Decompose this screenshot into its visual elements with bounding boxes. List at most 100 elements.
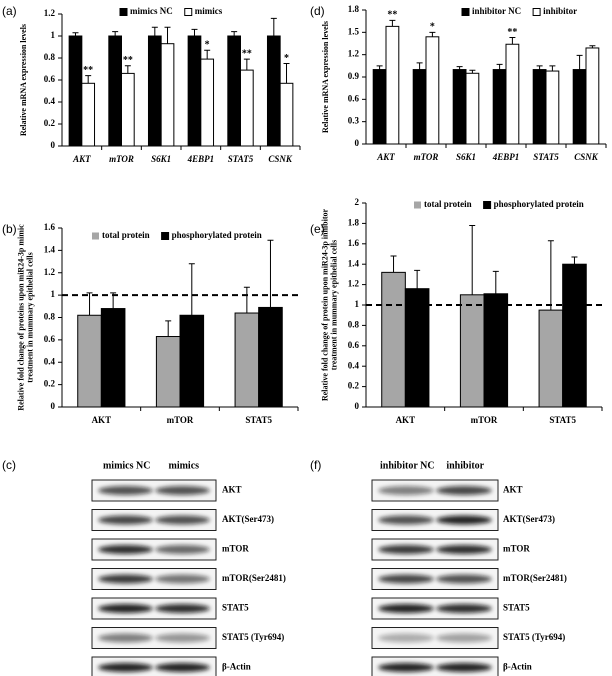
y-tick-label: 0.3 — [348, 116, 360, 126]
bar — [200, 58, 215, 147]
blot-label: β-Actin — [222, 662, 251, 672]
error-bar — [469, 224, 476, 295]
blot-band — [378, 486, 434, 495]
bar — [585, 47, 600, 145]
y-tick-label: 0.2 — [44, 379, 56, 389]
x-tick-label: STAT5 — [549, 415, 576, 425]
label-line: Relative mRNA expression levels — [321, 21, 330, 133]
error-bar — [429, 31, 436, 37]
y-tick-label: 2 — [355, 197, 360, 207]
bar — [452, 69, 467, 145]
blot-label: AKT(Ser473) — [222, 514, 274, 524]
y-tick-label: 0.4 — [44, 96, 56, 106]
blot-band — [98, 604, 153, 613]
blot-frame — [91, 568, 217, 590]
error-bar — [536, 65, 543, 70]
blot-band — [436, 663, 492, 672]
blot-frame — [371, 479, 499, 502]
blot-frame — [91, 479, 217, 502]
panel-label: (e) — [310, 222, 325, 236]
panel-label: (b) — [2, 222, 17, 236]
error-bar — [204, 49, 211, 60]
error-bar — [270, 17, 277, 36]
blot-label: AKT(Ser473) — [503, 514, 555, 524]
legend-label: inhibitor NC — [472, 6, 521, 16]
error-bar — [86, 292, 93, 316]
legend-swatch — [161, 232, 170, 240]
blot-band — [155, 545, 210, 554]
y-tick-label: 0.9 — [348, 71, 360, 81]
blot-band — [155, 486, 210, 495]
error-bar — [283, 63, 290, 84]
y-tick-label: 0.2 — [348, 381, 360, 391]
y-tick-label: 1.2 — [44, 267, 56, 277]
x-tick-label: mTOR — [167, 415, 194, 425]
error-bar — [492, 270, 499, 294]
x-tick-label: mTOR — [109, 154, 134, 164]
blot-band — [436, 515, 492, 525]
significance: ** — [242, 48, 252, 59]
y-tick-label: 0.8 — [44, 52, 56, 62]
error-bar — [165, 320, 172, 337]
bar — [258, 306, 283, 408]
y-tick-label: 0 — [355, 138, 360, 148]
blot-label: β-Actin — [503, 662, 532, 672]
bar — [483, 293, 509, 408]
bar — [385, 25, 400, 145]
legend-swatch — [461, 8, 470, 16]
legend-swatch — [119, 8, 128, 16]
x-tick-label: 4EBP1 — [187, 154, 215, 164]
blot-band — [155, 633, 210, 643]
error-bar — [151, 26, 158, 36]
bar — [108, 35, 122, 147]
error-bar — [85, 75, 92, 84]
error-bar — [124, 65, 131, 74]
error-bar — [112, 31, 119, 36]
blot-band — [378, 545, 434, 554]
bar — [492, 69, 507, 145]
bar — [77, 314, 102, 408]
significance: * — [284, 53, 289, 64]
blot-band — [155, 604, 210, 613]
bar — [155, 336, 181, 408]
blot-frame — [371, 568, 499, 590]
panel-label: (f) — [310, 458, 321, 472]
blot-band — [436, 545, 492, 554]
y-tick-label: 0.6 — [44, 74, 56, 84]
error-bar — [414, 269, 421, 289]
error-bar — [243, 58, 250, 71]
error-bar — [496, 63, 503, 70]
bar — [538, 309, 564, 408]
blot-band — [98, 663, 153, 672]
error-bar — [243, 286, 250, 314]
x-tick-label: AKT — [92, 415, 112, 425]
blot-label: STAT5 (Tyr694) — [503, 632, 565, 642]
y-tick-label: 0 — [51, 140, 56, 150]
label-line: Relative mRNA expression levels — [19, 24, 28, 136]
blot-band — [98, 545, 153, 554]
bar — [381, 271, 406, 408]
y-tick-label: 1.8 — [348, 217, 360, 227]
blot-frame — [371, 538, 499, 561]
blot-frame — [91, 509, 217, 531]
blot-band — [436, 574, 492, 584]
blot-label: mTOR — [503, 544, 530, 554]
legend-swatch — [532, 8, 541, 16]
blot-band — [378, 604, 434, 613]
bar — [234, 312, 260, 408]
error-bar — [188, 263, 195, 316]
bar — [227, 35, 242, 147]
x-tick-label: CSNK — [574, 152, 599, 162]
panel-label: (a) — [2, 4, 17, 18]
significance: * — [430, 22, 435, 33]
bar — [160, 43, 175, 147]
label-line: Relative fold change of proteins upon mi… — [16, 224, 25, 411]
bar — [121, 72, 135, 147]
blot-label: mTOR(Ser2481) — [222, 573, 286, 583]
x-tick-label: AKT — [72, 154, 91, 164]
x-tick-label: S6K1 — [151, 154, 171, 164]
lane-header: inhibitor — [446, 460, 484, 471]
error-bar — [509, 37, 516, 45]
blot-band — [378, 633, 434, 643]
y-tick-label: 0.8 — [348, 319, 360, 329]
